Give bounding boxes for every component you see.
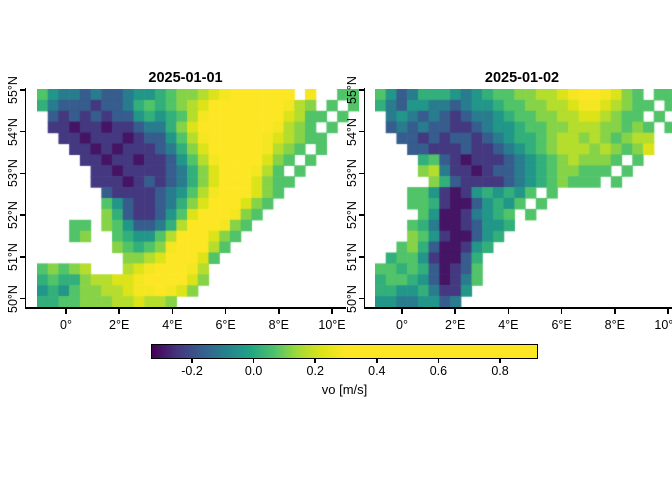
panel-1-y-tick xyxy=(19,214,25,216)
panel-1-y-axis-line xyxy=(24,88,26,308)
colorbar-gradient xyxy=(151,344,538,359)
colorbar-tick-label: 0.6 xyxy=(429,364,448,378)
panel-2-y-tick xyxy=(358,130,364,133)
map-raster-panel-1 xyxy=(37,88,359,307)
panel-1-x-tick xyxy=(278,308,280,314)
panel-1-x-tick-label: 2°E xyxy=(109,318,130,332)
panel-2-y-tick xyxy=(358,89,364,91)
map-raster-panel-2 xyxy=(375,88,672,307)
panel-1-y-tick-label: 55°N xyxy=(6,76,20,104)
panel-2-y-tick xyxy=(358,214,364,216)
colorbar-tick xyxy=(437,358,440,363)
panel-1-title: 2025-01-01 xyxy=(148,70,223,86)
panel-2-x-tick-label: 2°E xyxy=(445,318,466,332)
panel-1-y-tick xyxy=(19,89,25,91)
panel-1-x-tick-label: 6°E xyxy=(215,318,236,332)
panel-1-x-tick-label: 8°E xyxy=(268,318,289,332)
panel-1-x-tick xyxy=(65,308,67,314)
panel-2-x-tick xyxy=(667,308,669,314)
colorbar-tick-label: 0.8 xyxy=(491,364,509,378)
panel-1-y-tick xyxy=(19,297,25,300)
panel-1-y-tick xyxy=(19,256,25,258)
panel-1-x-tick xyxy=(224,308,227,314)
panel-1-x-tick-label: 0° xyxy=(60,318,72,332)
panel-1-x-tick xyxy=(171,308,174,314)
colorbar-label: vo [m/s] xyxy=(321,382,368,397)
panel-2-y-tick xyxy=(358,172,364,175)
panel-2-x-tick-label: 8°E xyxy=(604,318,625,332)
panel-2-x-tick xyxy=(401,308,403,314)
colorbar-tick xyxy=(376,358,378,363)
panel-2-y-tick-label: 55°N xyxy=(345,76,359,104)
panel-2-x-axis-line xyxy=(363,307,672,309)
panel-2-x-tick-label: 4°E xyxy=(498,318,519,332)
panel-1-x-tick-label: 10°E xyxy=(318,318,346,332)
colorbar-tick xyxy=(314,358,316,363)
panel-2-x-tick xyxy=(507,308,510,314)
panel-1-y-tick xyxy=(19,130,25,133)
panel-2-x-tick-label: 6°E xyxy=(551,318,572,332)
panel-2-x-tick-label: 10°E xyxy=(654,318,672,332)
panel-1-x-tick xyxy=(331,308,333,314)
panel-2-x-tick xyxy=(454,308,456,314)
colorbar-tick xyxy=(191,358,193,363)
panel-1-y-tick xyxy=(19,172,25,175)
panel-2-x-tick xyxy=(560,308,563,314)
panel-2-y-tick xyxy=(358,256,364,258)
colorbar-tick-label: 0.0 xyxy=(244,364,263,378)
colorbar-tick-label: -0.2 xyxy=(181,364,203,378)
panel-2-y-axis-line xyxy=(363,88,365,308)
colorbar-tick-label: 0.2 xyxy=(306,364,324,378)
panel-1-x-axis-line xyxy=(24,307,346,309)
panel-1-x-tick xyxy=(118,308,120,314)
panel-2-title: 2025-01-02 xyxy=(484,70,560,86)
panel-2-x-tick xyxy=(614,308,616,314)
panel-2-x-tick-label: 0° xyxy=(396,318,408,332)
colorbar-tick xyxy=(499,358,501,363)
panel-1-x-tick-label: 4°E xyxy=(162,318,183,332)
colorbar-tick-label: 0.4 xyxy=(368,364,386,378)
colorbar-tick xyxy=(252,358,255,363)
panel-2-y-tick xyxy=(358,297,364,300)
